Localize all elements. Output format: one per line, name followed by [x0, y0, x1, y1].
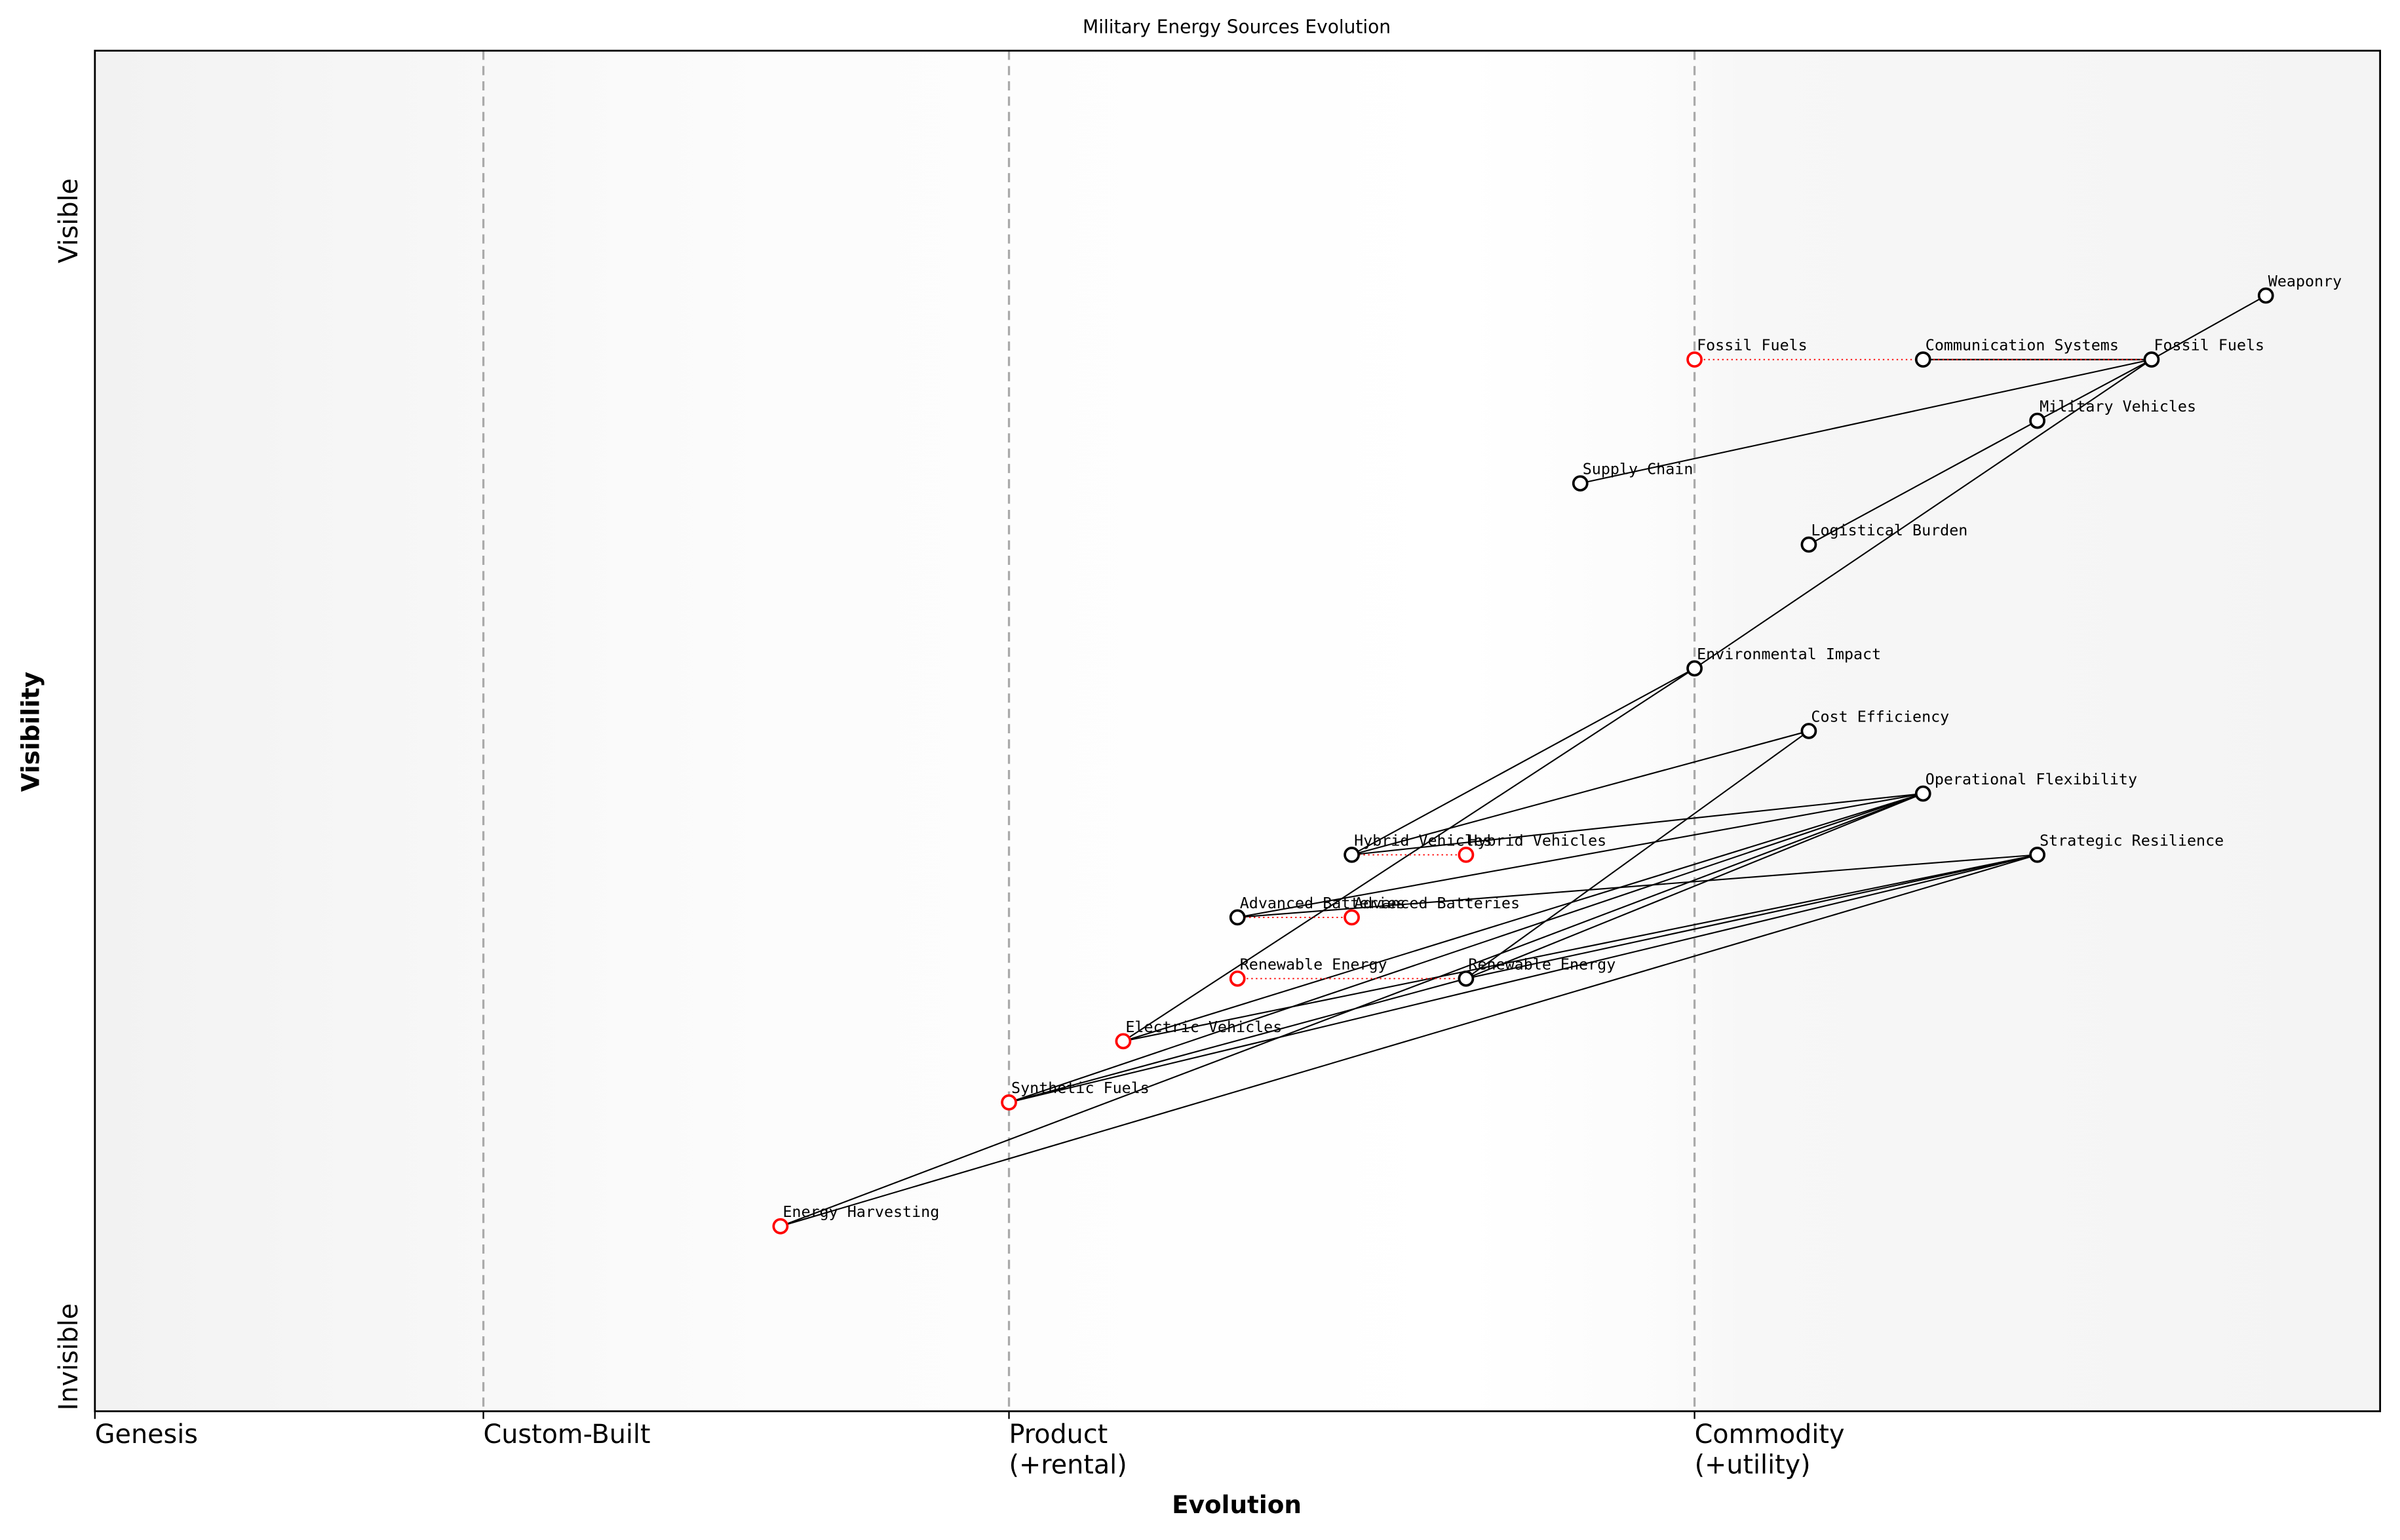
plot-frame	[94, 49, 2382, 1412]
link	[1237, 854, 2038, 918]
link	[1123, 792, 1924, 1042]
node-label: Hybrid Vehicles	[1468, 831, 1606, 849]
node-label: Cost Efficiency	[1811, 707, 1949, 725]
link	[1009, 978, 1467, 1104]
node-label: Military Vehicles	[2040, 397, 2196, 415]
node	[1458, 970, 1475, 987]
node	[1229, 970, 1246, 987]
x-tick-label: Custom-Built	[484, 1419, 651, 1449]
link	[1351, 730, 1810, 856]
link	[1351, 792, 1924, 856]
link	[2151, 295, 2266, 360]
node-label: Hybrid Vehicles	[1354, 831, 1492, 849]
y-tick-label: Invisible	[54, 1303, 84, 1411]
y-axis-title: Visibility	[16, 672, 45, 792]
links	[780, 295, 2266, 1227]
node	[2257, 287, 2274, 304]
plot-background	[94, 50, 2380, 1412]
x-tick-label: Commodity (+utility)	[1695, 1419, 1845, 1480]
chart-title: Military Energy Sources Evolution	[1083, 16, 1391, 37]
node	[2029, 412, 2045, 429]
node-label: Environmental Impact	[1697, 645, 1881, 663]
node-label: Renewable Energy	[1240, 955, 1387, 973]
link	[1351, 668, 1695, 856]
link	[2037, 358, 2152, 421]
node	[1344, 847, 1360, 863]
node-label: Fossil Fuels	[1697, 336, 1808, 355]
link	[780, 854, 2038, 1227]
y-tick-label: Visible	[54, 178, 84, 263]
node	[1458, 847, 1475, 863]
node	[2143, 351, 2160, 368]
link	[1465, 854, 2038, 980]
link	[1237, 792, 1924, 918]
node-label: Advanced Batteries	[1240, 894, 1406, 912]
node-label: Logistical Burden	[1811, 521, 1967, 539]
link	[1009, 792, 1924, 1104]
node	[1001, 1094, 1017, 1111]
link	[1694, 358, 2152, 669]
link	[1123, 854, 2038, 1042]
x-tick-label: Genesis	[95, 1419, 198, 1449]
node	[2029, 847, 2045, 863]
link	[1465, 730, 1810, 980]
node-label: Strategic Resilience	[2040, 831, 2224, 849]
node	[772, 1218, 789, 1235]
node	[1115, 1033, 1132, 1050]
node-label: Operational Flexibility	[1926, 770, 2137, 788]
node-label: Synthetic Fuels	[1011, 1079, 1150, 1097]
node-label: Electric Vehicles	[1125, 1018, 1282, 1036]
link	[1465, 792, 1924, 980]
node-label: Supply Chain	[1583, 460, 1694, 478]
node-label: Renewable Energy	[1468, 955, 1616, 973]
node	[1686, 660, 1703, 677]
x-axis-title: Evolution	[1172, 1490, 1302, 1519]
link	[1808, 420, 2038, 545]
node	[1914, 351, 1931, 368]
link	[1123, 668, 1695, 1042]
node	[1344, 909, 1360, 926]
node-label: Communication Systems	[1926, 336, 2119, 355]
node-label: Advanced Batteries	[1354, 894, 1520, 912]
node	[1800, 723, 1817, 739]
node-label: Energy Harvesting	[783, 1203, 939, 1221]
nodes: Weaponry Fossil Fuels Communication System…	[772, 272, 2342, 1235]
grid: Genesis Custom-Built Product (+rental) Commo…	[54, 50, 1845, 1480]
node	[1914, 785, 1931, 802]
node	[1686, 351, 1703, 368]
link	[1009, 854, 2038, 1104]
x-tick-label: Product (+rental)	[1009, 1419, 1127, 1480]
node-label: Weaponry	[2268, 272, 2342, 290]
node	[1572, 475, 1589, 491]
node	[1229, 909, 1246, 926]
node	[1800, 536, 1817, 553]
node-label: Fossil Fuels	[2154, 336, 2264, 355]
link	[1580, 358, 2152, 484]
